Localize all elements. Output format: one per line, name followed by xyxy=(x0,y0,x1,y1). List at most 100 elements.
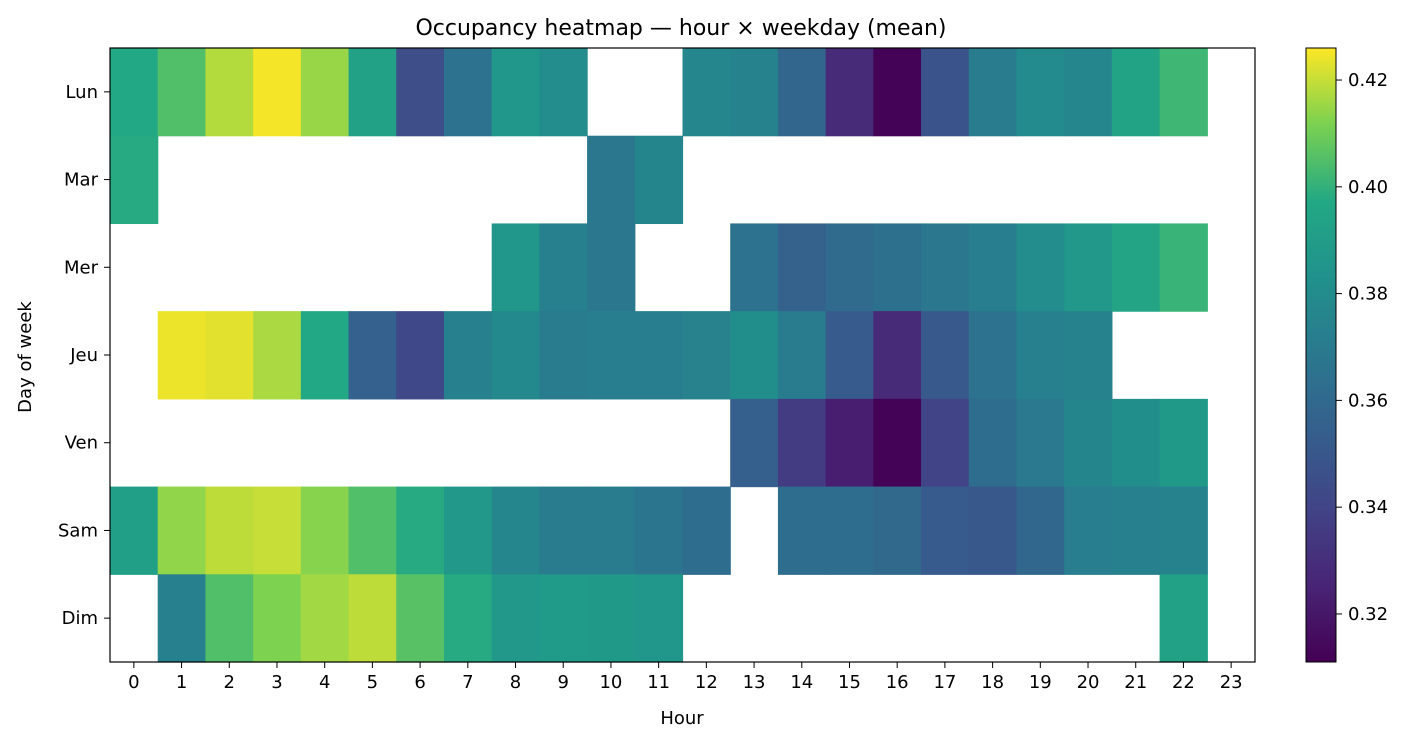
heatmap-cell xyxy=(873,223,922,312)
heatmap-cell xyxy=(491,311,540,400)
heatmap-cell xyxy=(1064,311,1113,400)
x-tick-label: 23 xyxy=(1220,672,1243,693)
heatmap-cell xyxy=(1064,223,1113,312)
heatmap-cell xyxy=(205,311,254,400)
heatmap-cell xyxy=(443,48,493,137)
heatmap-cell xyxy=(968,48,1018,137)
heatmap-cell xyxy=(1111,48,1161,137)
heatmap-cell xyxy=(110,135,159,225)
heatmap-cell xyxy=(921,311,970,400)
heatmap-cell xyxy=(634,135,684,225)
heatmap-cell xyxy=(921,486,970,575)
heatmap-cell xyxy=(491,574,540,663)
heatmap-cell xyxy=(539,223,588,312)
x-tick-label: 6 xyxy=(414,672,425,693)
x-tick-label: 21 xyxy=(1124,672,1147,693)
heatmap-cell xyxy=(205,48,254,137)
x-axis: 0 1 2 3 4 5 6 7 8 9 10 11 12 13 14 15 16 17 18 19 20 21 22 23 xyxy=(128,662,1243,693)
heatmap-cell xyxy=(300,486,350,575)
heatmap-cell xyxy=(873,398,922,488)
heatmap-cell xyxy=(253,574,302,663)
heatmap-cell xyxy=(968,486,1018,575)
heatmap-cell xyxy=(968,311,1018,400)
heatmap-cell xyxy=(539,311,588,400)
heatmap-cell xyxy=(777,48,827,137)
y-tick-label: Mar xyxy=(64,170,99,191)
y-tick-label: Lun xyxy=(65,82,98,103)
y-axis: Lun Mar Mer Jeu Ven Sam Dim xyxy=(58,82,110,629)
heatmap-cell xyxy=(110,486,159,575)
heatmap-cell xyxy=(396,574,445,663)
heatmap-cell xyxy=(730,223,779,312)
heatmap-cell xyxy=(300,48,350,137)
heatmap-cell xyxy=(491,486,540,575)
x-tick-label: 20 xyxy=(1077,672,1100,693)
heatmap-cell xyxy=(157,486,207,575)
heatmap-cell xyxy=(491,48,540,137)
colorbar xyxy=(1305,47,1337,663)
heatmap-cell xyxy=(730,48,779,137)
heatmap-cell xyxy=(825,223,874,312)
heatmap-cell xyxy=(253,48,302,137)
heatmap-cell xyxy=(443,486,493,575)
heatmap-cell xyxy=(348,48,397,137)
heatmap-cell xyxy=(1064,48,1113,137)
x-tick-label: 8 xyxy=(510,672,521,693)
heatmap-cell xyxy=(777,223,827,312)
heatmap-cell xyxy=(157,311,207,400)
x-tick-label: 13 xyxy=(743,672,766,693)
heatmap-cell xyxy=(682,486,731,575)
heatmap-cell xyxy=(968,223,1018,312)
heatmap-cell xyxy=(825,48,874,137)
colorbar-tick-label: 0.36 xyxy=(1348,390,1388,411)
heatmap-cell xyxy=(1064,398,1113,488)
heatmap-cell xyxy=(205,486,254,575)
heatmap-cell xyxy=(730,398,779,488)
colorbar-axis: 0.32 0.34 0.36 0.38 0.40 0.42 xyxy=(1336,70,1388,625)
heatmap-cell xyxy=(396,486,445,575)
heatmap-cell xyxy=(205,574,254,663)
heatmap-cell xyxy=(157,574,207,663)
x-tick-label: 19 xyxy=(1029,672,1052,693)
heatmap-cell xyxy=(921,398,970,488)
heatmap-cell xyxy=(1016,398,1065,488)
heatmap-cell xyxy=(539,486,588,575)
heatmap-cell xyxy=(730,311,779,400)
heatmap-cell xyxy=(682,311,731,400)
heatmap-cell xyxy=(777,311,827,400)
colorbar-tick-label: 0.32 xyxy=(1348,604,1388,625)
heatmap-cell xyxy=(825,486,874,575)
x-tick-label: 1 xyxy=(176,672,187,693)
heatmap-cell xyxy=(539,574,588,663)
y-tick-label: Ven xyxy=(65,433,98,454)
heatmap-cell xyxy=(825,398,874,488)
x-tick-label: 10 xyxy=(599,672,622,693)
heatmap-cell xyxy=(396,48,445,137)
heatmap-cell xyxy=(1016,486,1065,575)
heatmap-cell xyxy=(873,48,922,137)
x-tick-label: 17 xyxy=(933,672,956,693)
heatmap-cell xyxy=(1111,398,1161,488)
y-axis-label: Day of week xyxy=(15,301,36,413)
x-tick-label: 12 xyxy=(695,672,718,693)
heatmap-cell xyxy=(1159,574,1208,663)
heatmap-cell xyxy=(921,223,970,312)
heatmap-cell xyxy=(443,574,493,663)
x-tick-label: 16 xyxy=(886,672,909,693)
heatmap-cell xyxy=(587,135,636,225)
x-tick-label: 15 xyxy=(838,672,861,693)
heatmap-cell xyxy=(587,311,636,400)
heatmap-cell xyxy=(777,398,827,488)
heatmap-cell xyxy=(1016,48,1065,137)
heatmap-cell xyxy=(587,223,636,312)
x-tick-label: 5 xyxy=(367,672,378,693)
y-tick-label: Jeu xyxy=(69,345,98,366)
colorbar-tick-label: 0.34 xyxy=(1348,497,1388,518)
heatmap-cell xyxy=(1111,486,1161,575)
heatmap-cell xyxy=(253,311,302,400)
colorbar-tick-label: 0.40 xyxy=(1348,177,1388,198)
y-tick-label: Sam xyxy=(58,520,98,541)
heatmap-cell xyxy=(1111,223,1161,312)
heatmap-cell xyxy=(1159,486,1208,575)
